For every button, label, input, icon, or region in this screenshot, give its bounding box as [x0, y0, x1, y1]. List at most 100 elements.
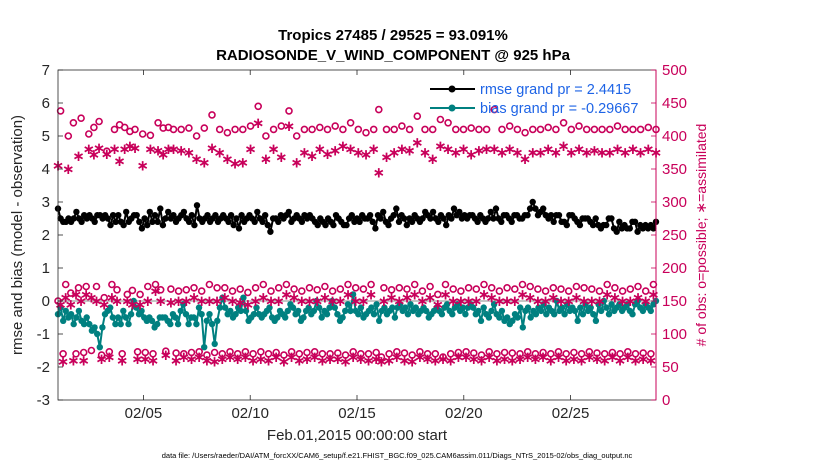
rmse-point: [73, 208, 80, 216]
possible-obs-marker: [613, 122, 622, 130]
possible-obs-marker: [192, 132, 201, 140]
bias-point: [221, 304, 229, 311]
assimilated-obs-marker: ∗: [593, 292, 606, 310]
possible-obs-marker: [387, 285, 396, 294]
assimilated-obs-marker: ∗: [468, 350, 481, 368]
bias-point: [629, 311, 636, 318]
rmse-point: [165, 208, 172, 216]
assimilated-obs-marker: ∗: [426, 150, 439, 168]
assimilated-obs-marker: ∗: [206, 139, 219, 157]
possible-obs-marker: [133, 347, 142, 356]
bias-point: [344, 301, 352, 308]
bias-point: [514, 314, 521, 321]
assimilated-obs-marker: ∗: [506, 351, 519, 369]
assimilated-obs-marker: ∗: [560, 351, 573, 369]
rmse-point: [429, 208, 437, 216]
rmse-point: [613, 228, 620, 235]
bias-point: [73, 314, 80, 321]
assimilated-obs-marker: ∗: [111, 292, 124, 310]
bias-point: [206, 311, 213, 318]
assimilated-obs-marker: ∗: [509, 292, 522, 310]
bias-point: [174, 320, 182, 328]
bias-point: [477, 317, 485, 324]
series-assimilated: ∗∗∗∗∗∗∗∗∗∗∗∗∗∗∗∗∗∗∗∗∗∗∗∗∗∗∗∗∗∗∗∗∗∗∗∗∗∗∗∗…: [52, 114, 663, 371]
y2-tick-label: 150: [662, 293, 687, 310]
possible-obs-marker: [177, 125, 185, 134]
possible-obs-marker: [367, 280, 375, 289]
possible-obs-marker: [582, 125, 591, 134]
rmse-point: [204, 212, 211, 219]
assimilated-obs-marker: ∗: [98, 295, 111, 313]
assimilated-obs-marker: ∗: [147, 351, 160, 369]
possible-obs-marker: [351, 283, 360, 292]
bias-point: [496, 314, 503, 321]
assimilated-obs-marker: ∗: [203, 292, 216, 310]
bias-point: [577, 304, 584, 311]
bias-point: [600, 297, 607, 305]
assimilated-obs-marker: ∗: [616, 292, 629, 310]
assimilated-obs-marker: ∗: [121, 292, 134, 310]
assimilated-obs-marker: ∗: [578, 292, 591, 310]
possible-obs-marker: [647, 349, 655, 358]
bias-point: [540, 301, 547, 308]
rmse-point: [369, 218, 376, 225]
possible-obs-marker: [400, 349, 409, 357]
footer-data-file: data file: /Users/raeder/DAI/ATM_forcXX/…: [162, 451, 633, 460]
assimilated-obs-marker: ∗: [619, 144, 632, 162]
bias-point: [195, 304, 203, 311]
assimilated-obs-marker: ∗: [57, 353, 70, 371]
possible-obs-marker: [454, 348, 463, 357]
possible-obs-marker: [315, 123, 324, 132]
rmse-point: [212, 212, 219, 219]
rmse-point: [576, 221, 584, 229]
assimilated-obs-marker: ∗: [570, 289, 583, 307]
rmse-point: [314, 221, 321, 229]
assimilated-obs-marker: ∗: [118, 140, 131, 158]
possible-obs-marker: [85, 130, 93, 138]
assimilated-obs-marker: ∗: [249, 292, 262, 310]
rmse-point: [149, 218, 156, 225]
assimilated-obs-marker: ∗: [247, 351, 260, 369]
rmse-point: [343, 221, 350, 229]
rmse-point: [267, 228, 274, 235]
bias-point: [404, 311, 412, 318]
bias-point: [373, 301, 380, 308]
assimilated-obs-marker: ∗: [496, 144, 509, 162]
assimilated-obs-marker: ∗: [285, 348, 298, 366]
y2-tick-label: 300: [662, 194, 687, 211]
legend-bias-label: bias grand pr = -0.29667: [480, 101, 638, 117]
possible-obs-marker: [639, 349, 648, 357]
bias-point: [201, 344, 208, 351]
assimilated-obs-marker: ∗: [588, 142, 601, 160]
assimilated-obs-marker: ∗: [216, 350, 229, 368]
possible-obs-marker: [644, 123, 653, 132]
possible-obs-marker: [185, 124, 193, 132]
legend: rmse grand pr = 2.4415 bias grand pr = -…: [430, 82, 638, 117]
assimilated-obs-marker: ∗: [280, 285, 293, 303]
rmse-point: [550, 218, 557, 225]
rmse-point: [185, 218, 193, 225]
possible-obs-marker: [405, 125, 414, 134]
possible-obs-marker: [598, 125, 606, 134]
assimilated-obs-marker: ∗: [275, 148, 288, 166]
assimilated-obs-marker: ∗: [450, 144, 463, 162]
assimilated-obs-marker: ∗: [432, 295, 445, 313]
possible-obs-marker: [64, 132, 73, 140]
assimilated-obs-marker: ∗: [408, 285, 421, 303]
x-tick-label: 02/05: [125, 405, 163, 422]
assimilated-obs-marker: ∗: [362, 351, 375, 369]
possible-obs-marker: [482, 125, 491, 134]
possible-obs-marker: [541, 287, 550, 295]
assimilated-obs-marker: ∗: [83, 140, 96, 158]
bias-point: [107, 304, 114, 311]
bias-point: [190, 314, 197, 321]
possible-obs-marker: [374, 105, 383, 114]
possible-obs-marker: [449, 285, 458, 293]
possible-obs-marker: [380, 283, 388, 292]
bias-point: [443, 301, 451, 308]
assimilated-obs-marker: ∗: [301, 350, 314, 368]
bias-point: [381, 304, 388, 311]
bias-point: [91, 324, 98, 331]
possible-obs-marker: [79, 348, 88, 357]
possible-obs-marker: [264, 349, 273, 358]
